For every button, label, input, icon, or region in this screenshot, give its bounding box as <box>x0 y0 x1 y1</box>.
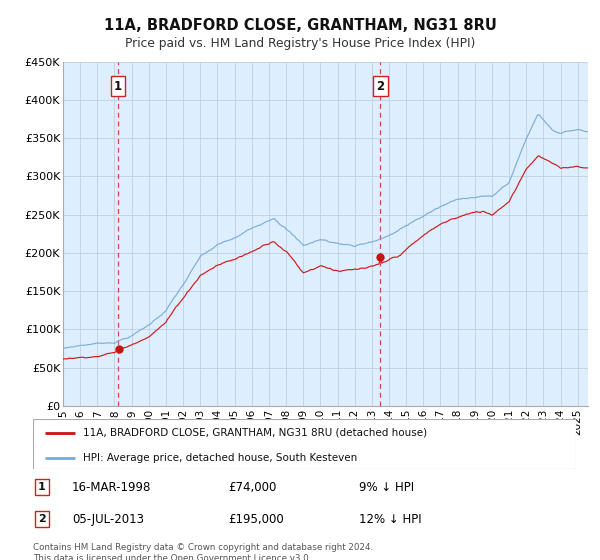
Text: Price paid vs. HM Land Registry's House Price Index (HPI): Price paid vs. HM Land Registry's House … <box>125 37 475 50</box>
Text: 12% ↓ HPI: 12% ↓ HPI <box>359 513 421 526</box>
Text: £195,000: £195,000 <box>229 513 284 526</box>
Text: 2: 2 <box>376 80 385 92</box>
Text: 16-MAR-1998: 16-MAR-1998 <box>72 480 151 494</box>
Text: 05-JUL-2013: 05-JUL-2013 <box>72 513 144 526</box>
Text: 9% ↓ HPI: 9% ↓ HPI <box>359 480 414 494</box>
Text: 1: 1 <box>114 80 122 92</box>
Text: 1: 1 <box>38 482 46 492</box>
Text: HPI: Average price, detached house, South Kesteven: HPI: Average price, detached house, Sout… <box>83 453 357 463</box>
Text: 11A, BRADFORD CLOSE, GRANTHAM, NG31 8RU: 11A, BRADFORD CLOSE, GRANTHAM, NG31 8RU <box>104 18 496 33</box>
FancyBboxPatch shape <box>33 419 576 469</box>
Text: 2: 2 <box>38 514 46 524</box>
Text: Contains HM Land Registry data © Crown copyright and database right 2024.
This d: Contains HM Land Registry data © Crown c… <box>33 543 373 560</box>
Text: £74,000: £74,000 <box>229 480 277 494</box>
Text: 11A, BRADFORD CLOSE, GRANTHAM, NG31 8RU (detached house): 11A, BRADFORD CLOSE, GRANTHAM, NG31 8RU … <box>83 428 427 438</box>
